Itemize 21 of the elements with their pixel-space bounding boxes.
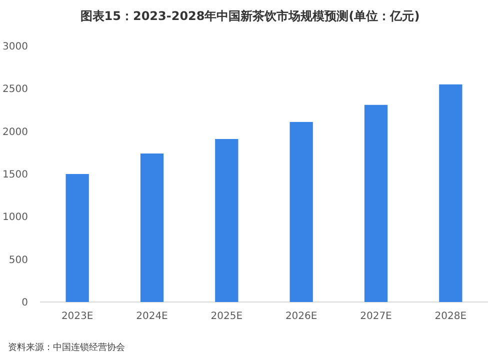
y-tick-label: 1000 [2, 212, 28, 224]
bar [140, 154, 164, 302]
y-tick-label: 1500 [2, 170, 28, 180]
x-tick-label: 2027E [360, 311, 392, 322]
y-tick-label: 2500 [2, 84, 28, 96]
bar [215, 139, 238, 302]
y-tick-label: 3000 [2, 42, 28, 52]
bar [364, 104, 388, 302]
x-tick-label: 2028E [434, 311, 467, 322]
bar [66, 174, 89, 302]
y-tick-label: 500 [8, 254, 28, 266]
x-tick-label: 2025E [210, 311, 243, 322]
x-tick-label: 2023E [61, 311, 94, 322]
y-tick-label: 2000 [2, 126, 28, 138]
text: 资料来源：中国连锁经营协会 [8, 342, 125, 353]
x-tick-label: 2026E [285, 311, 318, 322]
y-tick-label: 0 [22, 298, 28, 308]
bar [290, 122, 313, 302]
x-tick-label: 2024E [136, 311, 168, 322]
chart-title: 图表15：2023-2028年中国新茶饮市场规模预测(单位：亿元) [80, 9, 420, 23]
bar [439, 84, 462, 302]
